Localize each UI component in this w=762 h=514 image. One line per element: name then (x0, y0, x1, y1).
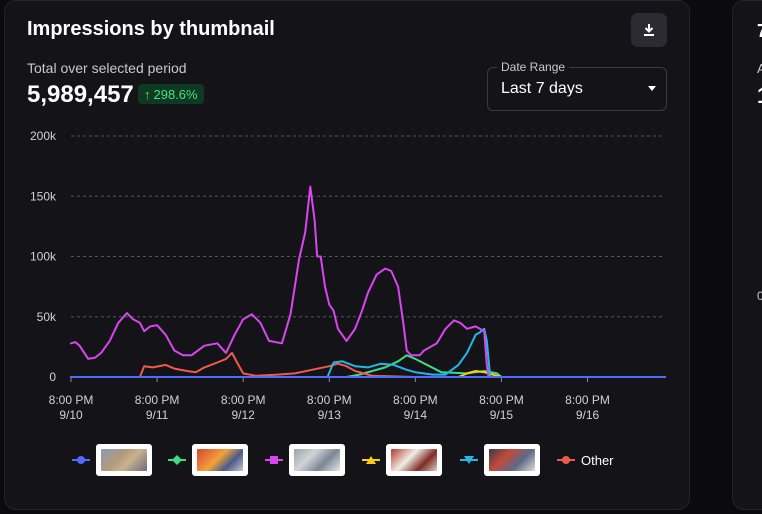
x-tick-label: 9/16 (576, 408, 600, 422)
series-line (70, 351, 666, 378)
y-tick-label: 50k (37, 310, 57, 324)
legend-thumbnail (96, 444, 152, 476)
date-range-select[interactable]: Date Range Last 7 days (487, 60, 667, 111)
download-icon (644, 24, 654, 36)
x-tick-label: 8:00 PM (479, 393, 524, 407)
date-range-value: Last 7 days (501, 80, 583, 97)
chevron-down-icon (648, 86, 656, 91)
x-tick-label: 8:00 PM (221, 393, 266, 407)
legend-thumbnail (386, 444, 442, 476)
legend-marker (460, 456, 478, 464)
y-tick-label: 150k (30, 189, 57, 203)
thumbnail-image (489, 449, 535, 471)
change-badge: ↑ 298.6% (138, 84, 204, 104)
side-card-subtitle: A (757, 61, 762, 76)
x-tick-label: 9/14 (404, 408, 428, 422)
legend-marker (72, 456, 90, 464)
x-tick-label: 9/10 (59, 408, 83, 422)
x-tick-label: 8:00 PM (49, 393, 94, 407)
download-button[interactable] (631, 13, 667, 47)
side-card-tick: 0 (757, 289, 762, 303)
y-tick-label: 100k (30, 250, 57, 264)
total-subtitle: Total over selected period (27, 60, 187, 76)
legend-item[interactable]: Other (557, 443, 614, 477)
side-card-value: 1 (757, 83, 762, 109)
date-range-label: Date Range (497, 60, 570, 74)
thumbnail-image (197, 449, 243, 471)
series-line (70, 354, 666, 378)
legend-marker (557, 456, 575, 464)
legend-item[interactable] (362, 443, 442, 477)
arrow-up-icon: ↑ (144, 86, 151, 102)
legend-item[interactable] (460, 443, 540, 477)
series-line (70, 327, 666, 378)
legend-thumbnail (289, 444, 345, 476)
legend-marker (265, 456, 283, 464)
thumbnail-image (391, 449, 437, 471)
thumbnail-image (294, 449, 340, 471)
side-card-title: 7 (757, 21, 762, 42)
x-tick-label: 9/13 (318, 408, 342, 422)
legend-item[interactable] (265, 443, 345, 477)
y-tick-label: 200k (30, 129, 57, 143)
legend-thumbnail (192, 444, 248, 476)
x-tick-label: 9/12 (231, 408, 255, 422)
change-value: 298.6% (153, 86, 198, 102)
thumbnail-image (101, 449, 147, 471)
total-value: 5,989,457 (27, 81, 134, 108)
legend-marker (168, 455, 186, 465)
side-card: 7 A 1 0 (732, 0, 762, 510)
legend-label: Other (581, 452, 614, 468)
legend-item[interactable] (168, 443, 248, 477)
x-tick-label: 8:00 PM (393, 393, 438, 407)
legend-thumbnail (484, 444, 540, 476)
impressions-card: Impressions by thumbnail Total over sele… (4, 0, 690, 510)
x-tick-label: 9/11 (146, 408, 169, 422)
legend-marker (362, 456, 380, 464)
legend-item[interactable] (72, 443, 152, 477)
x-tick-label: 9/15 (490, 408, 514, 422)
x-tick-label: 8:00 PM (307, 393, 352, 407)
y-tick-label: 0 (49, 370, 56, 384)
x-tick-label: 8:00 PM (135, 393, 180, 407)
card-title: Impressions by thumbnail (27, 18, 275, 40)
series-line (70, 185, 666, 378)
x-tick-label: 8:00 PM (565, 393, 610, 407)
